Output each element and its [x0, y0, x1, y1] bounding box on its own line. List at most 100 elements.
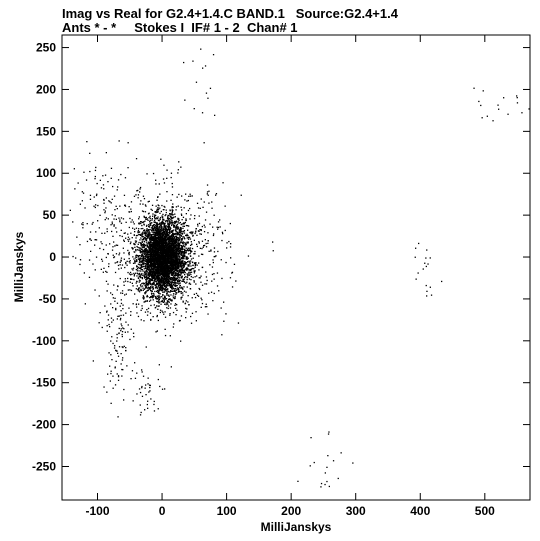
data-point [172, 247, 174, 249]
data-point [161, 215, 163, 217]
data-point [166, 278, 169, 281]
data-point [172, 284, 174, 286]
data-point [139, 186, 142, 189]
data-point [131, 237, 133, 239]
data-point [161, 250, 163, 253]
data-point [154, 229, 156, 231]
data-point [155, 230, 158, 232]
data-point [177, 264, 180, 266]
data-point [168, 228, 170, 230]
data-point [148, 241, 150, 244]
data-point [188, 247, 190, 249]
data-point [181, 223, 183, 225]
data-point [161, 216, 164, 219]
data-point [160, 274, 162, 276]
data-point [156, 298, 158, 300]
data-point [152, 271, 154, 273]
data-point [161, 310, 163, 312]
data-point [158, 240, 160, 242]
data-point [154, 257, 156, 259]
data-point [206, 279, 208, 282]
data-point [165, 247, 167, 249]
data-point [150, 261, 152, 263]
data-point [145, 279, 147, 281]
data-point [161, 243, 163, 245]
data-point [159, 274, 161, 277]
data-point [181, 296, 183, 298]
data-point [171, 290, 173, 292]
data-point [149, 280, 151, 282]
data-point [190, 250, 192, 252]
data-point [180, 232, 182, 234]
data-point [169, 260, 171, 262]
data-point [164, 279, 166, 281]
data-point [162, 231, 164, 233]
data-point [161, 257, 164, 259]
data-point [152, 213, 154, 215]
data-point [161, 301, 164, 303]
data-point [137, 246, 139, 249]
data-point [157, 267, 159, 270]
data-point [160, 252, 162, 254]
data-point [133, 258, 135, 260]
data-point [162, 255, 164, 257]
data-point [203, 231, 206, 233]
data-point [152, 251, 154, 253]
data-point [141, 307, 143, 310]
data-point [180, 231, 182, 233]
data-point [134, 293, 136, 295]
data-point [132, 256, 134, 258]
data-point [179, 266, 181, 268]
data-point [145, 205, 147, 207]
data-point [158, 274, 160, 276]
data-point [149, 257, 151, 259]
data-point [166, 250, 168, 253]
data-point [159, 193, 161, 195]
data-point [165, 228, 167, 230]
data-point [162, 301, 165, 303]
data-point [173, 226, 175, 228]
data-point [145, 264, 147, 267]
data-point [192, 231, 194, 233]
data-point [151, 218, 153, 220]
data-point [161, 246, 163, 248]
data-point [165, 227, 167, 229]
data-point [105, 244, 107, 246]
data-point [160, 239, 162, 241]
data-point [181, 252, 184, 254]
data-point [160, 225, 162, 227]
data-point [205, 276, 208, 278]
data-point [181, 247, 184, 249]
data-point [136, 306, 138, 308]
data-point [144, 300, 147, 302]
data-point [184, 221, 186, 224]
data-point [175, 243, 177, 246]
data-point [179, 255, 181, 257]
data-point [155, 284, 157, 287]
data-point [105, 280, 108, 282]
data-point [181, 271, 183, 273]
data-point [163, 222, 165, 224]
data-point [143, 243, 145, 245]
data-point [153, 283, 155, 286]
data-point [139, 272, 141, 275]
data-point [201, 225, 203, 228]
data-point [158, 364, 160, 366]
data-point [173, 290, 175, 292]
data-point [164, 264, 166, 266]
data-point [272, 241, 274, 243]
data-point [170, 244, 172, 246]
data-point [177, 291, 180, 293]
data-point [171, 300, 173, 302]
data-point [173, 239, 176, 242]
data-point [149, 243, 151, 246]
data-point [176, 258, 179, 260]
data-point [163, 231, 165, 233]
data-point [147, 229, 149, 231]
data-point [130, 232, 132, 234]
data-point [172, 260, 174, 262]
data-point [184, 274, 186, 276]
data-point [157, 284, 159, 286]
data-point [208, 202, 210, 204]
data-point [150, 264, 152, 267]
